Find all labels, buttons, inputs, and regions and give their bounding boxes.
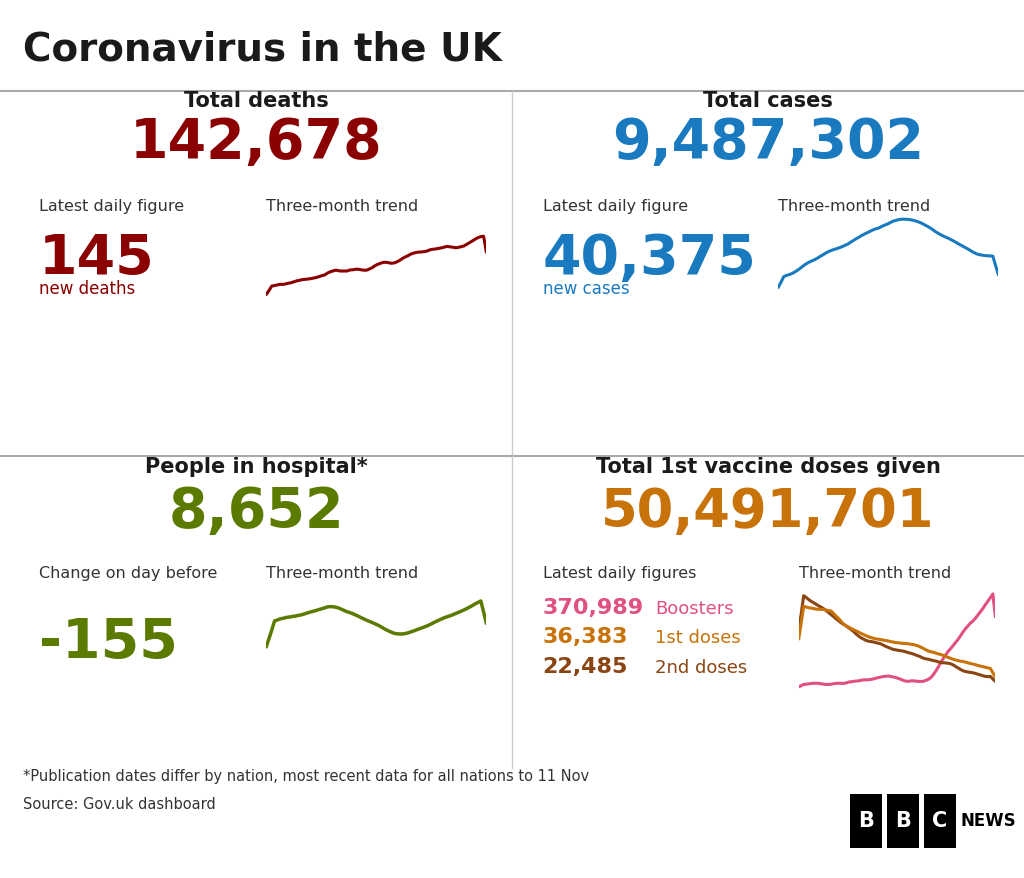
Text: B: B [858, 810, 874, 830]
Text: Latest daily figure: Latest daily figure [543, 198, 688, 213]
Text: Latest daily figures: Latest daily figures [543, 565, 696, 580]
FancyBboxPatch shape [887, 794, 920, 848]
Text: Total 1st vaccine doses given: Total 1st vaccine doses given [596, 457, 940, 477]
Text: 1st doses: 1st doses [655, 629, 741, 647]
Text: 8,652: 8,652 [168, 485, 344, 539]
Text: 145: 145 [39, 232, 155, 286]
Text: Three-month trend: Three-month trend [778, 198, 931, 213]
Text: -155: -155 [39, 615, 178, 670]
Text: Latest daily figure: Latest daily figure [39, 198, 184, 213]
Text: Boosters: Boosters [655, 599, 734, 617]
Text: 370,989: 370,989 [543, 597, 644, 617]
Text: 142,678: 142,678 [130, 116, 382, 170]
Text: People in hospital*: People in hospital* [144, 457, 368, 477]
Text: Coronavirus in the UK: Coronavirus in the UK [23, 31, 502, 68]
Text: *Publication dates differ by nation, most recent data for all nations to 11 Nov: *Publication dates differ by nation, mos… [23, 767, 589, 782]
Text: 9,487,302: 9,487,302 [612, 116, 924, 170]
Text: Total deaths: Total deaths [183, 91, 329, 112]
Text: 40,375: 40,375 [543, 232, 757, 286]
Text: Three-month trend: Three-month trend [266, 565, 419, 580]
Text: Three-month trend: Three-month trend [799, 565, 951, 580]
Text: 2nd doses: 2nd doses [655, 658, 748, 677]
Text: new cases: new cases [543, 280, 630, 299]
Text: Three-month trend: Three-month trend [266, 198, 419, 213]
Text: 36,383: 36,383 [543, 627, 628, 647]
Text: B: B [895, 810, 911, 830]
Text: Change on day before: Change on day before [39, 565, 217, 580]
Text: 50,491,701: 50,491,701 [601, 486, 935, 538]
Text: NEWS: NEWS [961, 811, 1016, 829]
Text: 22,485: 22,485 [543, 657, 628, 677]
FancyBboxPatch shape [924, 794, 956, 848]
Text: new deaths: new deaths [39, 280, 135, 299]
FancyBboxPatch shape [850, 794, 882, 848]
Text: Source: Gov.uk dashboard: Source: Gov.uk dashboard [23, 795, 215, 810]
Text: C: C [932, 810, 947, 830]
Text: Total cases: Total cases [703, 91, 833, 112]
